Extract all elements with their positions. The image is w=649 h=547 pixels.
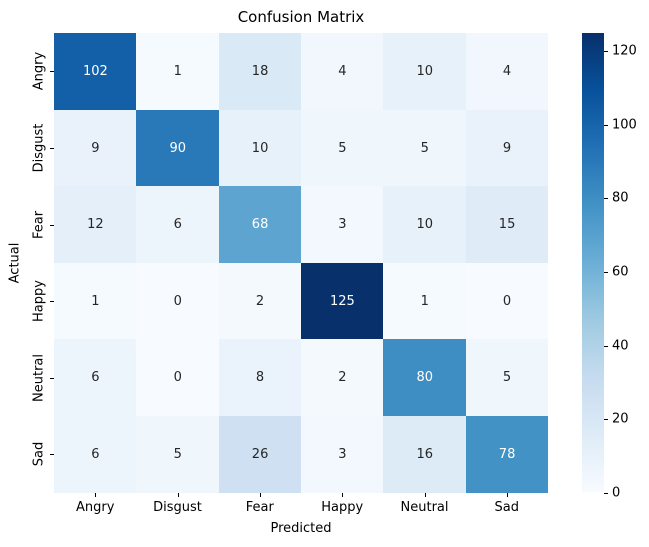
colorbar-tickmark — [604, 198, 608, 200]
heatmap-cell: 18 — [218, 33, 302, 111]
colorbar-tick-label: 0 — [612, 485, 621, 500]
colorbar-tick-label: 100 — [612, 117, 637, 133]
heatmap-cell: 9 — [465, 109, 549, 187]
heatmap-cell: 0 — [136, 262, 220, 340]
heatmap-cell: 1 — [383, 262, 467, 340]
y-tick-label: Happy — [31, 280, 47, 322]
x-tickmark — [95, 492, 97, 497]
heatmap-cell: 2 — [301, 339, 384, 417]
heatmap-cell: 6 — [54, 339, 137, 417]
heatmap-cell: 80 — [383, 339, 467, 417]
y-axis-label: Actual — [7, 242, 23, 284]
heatmap-cell: 16 — [383, 415, 467, 493]
heatmap-cell: 9 — [54, 109, 137, 187]
heatmap-cell: 12 — [54, 186, 137, 264]
heatmap-cell: 90 — [136, 109, 220, 187]
x-tick-label: Disgust — [153, 499, 202, 515]
y-tickmark — [50, 377, 54, 379]
colorbar-tickmark — [604, 419, 608, 420]
x-tickmark — [424, 492, 426, 497]
x-tickmark — [342, 492, 344, 497]
heatmap-cell: 68 — [218, 186, 302, 264]
heatmap-cell: 5 — [383, 109, 467, 187]
heatmap-cell: 3 — [301, 186, 384, 264]
y-tick-label: Sad — [31, 441, 47, 467]
x-tick-label: Neutral — [400, 499, 449, 515]
heatmap-cell: 15 — [465, 186, 549, 264]
colorbar-tick-label: 40 — [612, 338, 629, 353]
heatmap-cell: 4 — [301, 33, 384, 111]
x-tickmark — [177, 492, 179, 497]
heatmap-cell: 78 — [465, 415, 549, 493]
heatmap-cell: 8 — [218, 339, 302, 417]
heatmap-cell: 10 — [383, 33, 467, 111]
x-axis-label: Predicted — [270, 521, 332, 536]
x-tick-label: Sad — [494, 499, 520, 515]
heatmap-cell: 102 — [54, 33, 137, 111]
x-tickmark — [259, 492, 261, 497]
colorbar-tick-label: 60 — [612, 264, 629, 280]
heatmap-cell: 5 — [136, 415, 220, 493]
x-tick-label: Fear — [245, 499, 274, 515]
heatmap-cell: 6 — [136, 186, 220, 264]
colorbar-tickmark — [604, 492, 608, 494]
heatmap-cell: 10 — [383, 186, 467, 264]
colorbar-tickmark — [604, 271, 608, 273]
heatmap-cell: 4 — [465, 33, 549, 111]
heatmap-cell: 125 — [301, 262, 384, 340]
x-tickmark — [506, 492, 508, 497]
colorbar-tick-label: 20 — [612, 411, 629, 427]
colorbar — [582, 33, 604, 492]
y-tick-label: Angry — [31, 52, 47, 91]
x-tick-label: Happy — [321, 499, 364, 515]
heatmap-cell: 2 — [218, 262, 302, 340]
y-tickmark — [50, 224, 54, 226]
colorbar-tick-label: 120 — [612, 43, 637, 59]
heatmap-cell: 3 — [301, 415, 384, 493]
chart-title: Confusion Matrix — [237, 8, 365, 26]
colorbar-tickmark — [604, 345, 608, 347]
heatmap-cell: 26 — [218, 415, 302, 493]
y-tickmark — [50, 454, 54, 456]
heatmap-cell: 5 — [301, 109, 384, 187]
heatmap-cell: 6 — [54, 415, 137, 493]
heatmap-cell: 0 — [136, 339, 220, 417]
y-tickmark — [50, 147, 54, 149]
heatmap-cell: 5 — [465, 339, 549, 417]
x-tick-label: Angry — [75, 499, 115, 515]
colorbar-tickmark — [604, 124, 608, 126]
y-tick-label: Fear — [31, 210, 47, 239]
y-tick-label: Neutral — [31, 353, 47, 402]
y-tickmark — [50, 71, 54, 73]
heatmap-cell: 10 — [218, 109, 302, 187]
y-tickmark — [50, 301, 54, 302]
y-tick-label: Disgust — [31, 123, 47, 173]
heatmap-cell: 1 — [136, 33, 220, 111]
heatmap-cell: 1 — [54, 262, 137, 340]
colorbar-tickmark — [604, 51, 608, 53]
colorbar-tick-label: 80 — [612, 190, 629, 206]
heatmap-cell: 0 — [465, 262, 549, 340]
